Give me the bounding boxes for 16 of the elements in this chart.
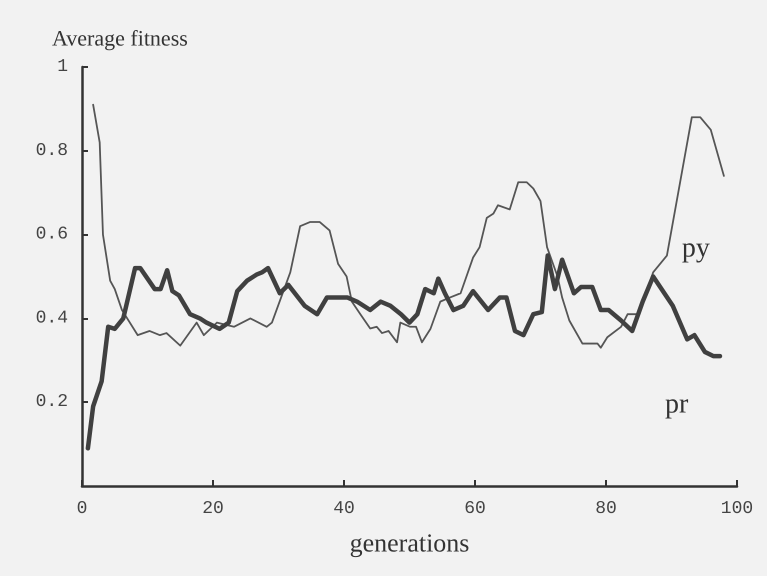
x-tick-label: 100 <box>720 499 754 519</box>
y-tick-label: 0.2 <box>36 392 68 412</box>
y-tick-label: 1 <box>57 57 68 77</box>
series-label: pr <box>664 388 689 420</box>
x-tick-label: 40 <box>333 499 355 519</box>
y-tick-label: 0.4 <box>36 308 68 328</box>
x-tick-label: 20 <box>202 499 224 519</box>
x-axis-title: generations <box>350 528 470 558</box>
x-tick-label: 80 <box>595 499 617 519</box>
x-tick-label: 60 <box>464 499 486 519</box>
series-label: py <box>682 232 710 264</box>
y-axis-title: Average fitness <box>52 26 188 50</box>
line-series <box>92 104 725 349</box>
y-tick-label: 0.8 <box>36 140 68 161</box>
x-tick-label: 0 <box>76 499 88 519</box>
y-tick-label: 0.6 <box>36 224 68 245</box>
